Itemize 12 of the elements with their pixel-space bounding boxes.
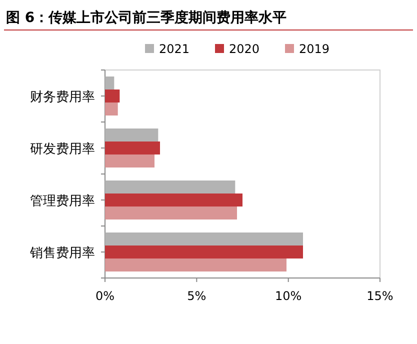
y-tick-label: 销售费用率 — [29, 245, 95, 261]
y-tick-label: 研发费用率 — [30, 141, 95, 157]
legend-label: 2021 — [159, 42, 190, 56]
y-tick-label: 管理费用率 — [30, 193, 95, 209]
legend-label: 2019 — [299, 42, 330, 56]
x-tick-label: 0% — [95, 289, 115, 303]
x-tick-label: 5% — [187, 289, 206, 303]
y-tick-label: 财务费用率 — [30, 89, 95, 105]
x-tick-label: 15% — [366, 289, 394, 303]
legend-label: 2020 — [229, 42, 260, 56]
x-tick-label: 10% — [274, 289, 302, 303]
chart-title: 图 6：传媒上市公司前三季度期间费用率水平 — [6, 9, 287, 26]
